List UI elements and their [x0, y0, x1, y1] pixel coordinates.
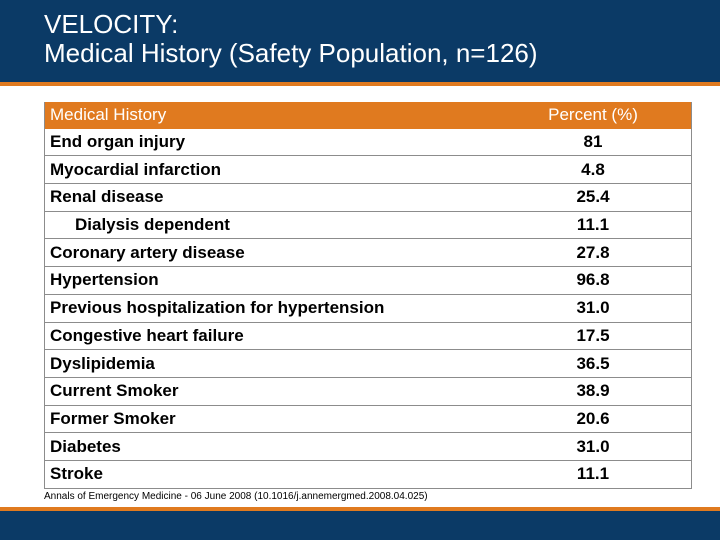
table-row: Dyslipidemia 36.5 [45, 349, 691, 377]
table-row: Renal disease 25.4 [45, 183, 691, 211]
row-label: Congestive heart failure [50, 325, 244, 345]
table-row: Congestive heart failure 17.5 [45, 321, 691, 350]
row-label: Hypertension [50, 270, 159, 290]
row-value: 27.8 [576, 242, 610, 262]
header-accent-stripe [0, 82, 720, 86]
row-value: 31.0 [576, 436, 610, 456]
row-value: 31.0 [576, 298, 610, 318]
table-row: Dialysis dependent 11.1 [45, 210, 691, 239]
table-header-row: Medical History Percent (%) [45, 102, 691, 129]
row-label: Current Smoker [50, 381, 179, 401]
footer-accent-stripe [0, 507, 720, 511]
table-row: Stroke 11.1 [45, 459, 691, 488]
footer-banner [0, 511, 720, 540]
title-line-2: Medical History (Safety Population, n=12… [44, 38, 538, 68]
table-row: End organ injury 81 [45, 129, 691, 156]
row-value: 36.5 [576, 353, 610, 373]
row-label: Former Smoker [50, 408, 176, 428]
title-banner: VELOCITY: Medical History (Safety Popula… [0, 0, 720, 82]
medical-history-table: Medical History Percent (%) End organ in… [44, 102, 692, 489]
row-label: End organ injury [50, 132, 186, 152]
table-row: Hypertension 96.8 [45, 266, 691, 294]
table-row: Diabetes 31.0 [45, 432, 691, 460]
row-value: 17.5 [576, 325, 610, 345]
row-value: 11.1 [576, 215, 610, 235]
row-value: 4.8 [581, 159, 605, 179]
row-value: 25.4 [576, 187, 610, 207]
table-row: Former Smoker 20.6 [45, 404, 691, 433]
column-header-percent: Percent (%) [548, 105, 638, 125]
table-row: Previous hospitalization for hypertensio… [45, 293, 691, 322]
title-line-1: VELOCITY: [44, 9, 179, 39]
row-value: 38.9 [576, 381, 610, 401]
table-row: Myocardial infarction 4.8 [45, 155, 691, 183]
row-label: Coronary artery disease [50, 242, 245, 262]
row-label: Renal disease [50, 187, 164, 207]
row-label: Diabetes [50, 436, 121, 456]
table-row: Current Smoker 38.9 [45, 376, 691, 405]
row-value: 96.8 [576, 270, 610, 290]
row-label: Myocardial infarction [50, 159, 221, 179]
row-label: Stroke [50, 464, 103, 484]
source-citation: Annals of Emergency Medicine - 06 June 2… [44, 491, 428, 502]
column-header-medical-history: Medical History [50, 105, 167, 125]
row-value: 81 [583, 132, 603, 152]
table-row: Coronary artery disease 27.8 [45, 238, 691, 266]
row-value: 20.6 [576, 408, 610, 428]
row-label: Previous hospitalization for hypertensio… [50, 298, 385, 318]
slide-title: VELOCITY: Medical History (Safety Popula… [44, 10, 538, 68]
row-label-indented: Dialysis dependent [75, 215, 230, 235]
row-value: 11.1 [576, 464, 610, 484]
row-label: Dyslipidemia [50, 353, 155, 373]
